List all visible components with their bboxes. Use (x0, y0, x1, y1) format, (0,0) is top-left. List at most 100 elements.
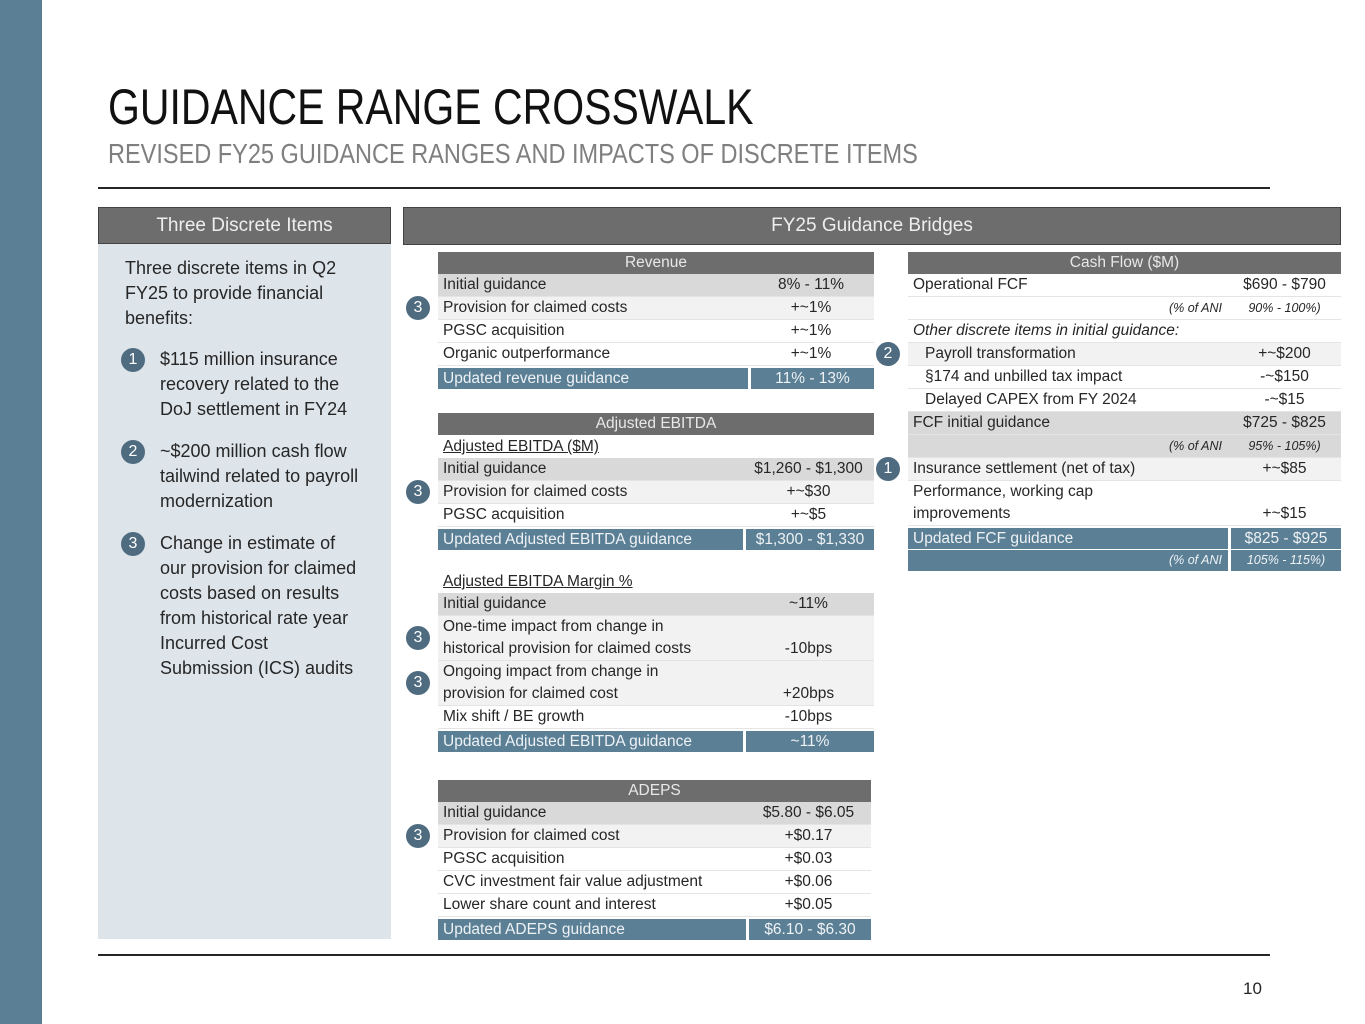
row-value: $5.80 - $6.05 (762, 804, 855, 821)
spacer (438, 550, 874, 570)
note-value: 105% - 115%) (1228, 550, 1341, 571)
row-label: §174 and unbilled tax impact (925, 368, 1123, 385)
intro: Three discrete items in Q2 FY25 to provi… (125, 258, 337, 328)
row: PGSC acquisition +~1% (438, 320, 874, 343)
table-title: Cash Flow ($M) (908, 252, 1341, 274)
note-label: (% of ANI (1168, 553, 1222, 567)
row-value: +~$5 (790, 506, 827, 523)
row-label: Initial guidance (443, 276, 547, 293)
row: Provision for claimed costs +~1% 3 (406, 296, 874, 320)
row: Other discrete items in initial guidance… (908, 320, 1341, 343)
table: Revenue Initial guidance 8% - 11% Provision… (406, 252, 874, 389)
rule (98, 187, 1270, 189)
row-label: FCF initial guidance (913, 414, 1050, 431)
row-value: +$0.05 (784, 896, 833, 913)
total-label: Updated FCF guidance (913, 530, 1074, 547)
row: PGSC acquisition +~$5 (438, 504, 874, 527)
row-label: Payroll transformation (925, 345, 1076, 362)
total-value: $6.10 - $6.30 (746, 919, 871, 940)
row-value: +~1% (790, 345, 832, 362)
row-value: +$0.06 (784, 873, 833, 890)
row-value: ~11% (789, 595, 828, 612)
label-line: Ongoing impact from change in (443, 663, 659, 680)
row-value: $1,260 - $1,300 (754, 460, 863, 477)
table: Cash Flow ($M) Operational FCF $690 - $790… (876, 252, 1341, 571)
row-label: (% of ANI (1168, 301, 1222, 315)
row-value: +20bps (782, 685, 835, 702)
label-line: improvements (913, 505, 1011, 522)
row-label: Mix shift / BE growth (443, 708, 585, 725)
subtitle: REVISED FY25 GUIDANCE RANGES AND IMPACTS… (108, 138, 918, 169)
table: ADEPS Initial guidance $5.80 - $6.05 Provis… (406, 780, 871, 940)
table: Adjusted EBITDA Adjusted EBITDA ($M) Initi… (406, 413, 874, 752)
row: CVC investment fair value adjustment +$0.… (438, 871, 871, 894)
badge: 3 (406, 824, 430, 848)
row-label: Delayed CAPEX from FY 2024 (925, 391, 1137, 408)
row-value: +~$200 (1258, 345, 1311, 362)
row: Performance, working cap improvements +~$1… (908, 481, 1341, 526)
total-label: Updated Adjusted EBITDA guidance (443, 733, 693, 750)
row: Initial guidance $5.80 - $6.05 (438, 802, 871, 825)
label-line: provision for claimed cost (443, 685, 618, 702)
badge: 2 (121, 440, 145, 464)
row: Insurance settlement (net of tax) +~$85 1 (876, 457, 1341, 481)
row: PGSC acquisition +$0.03 (438, 848, 871, 871)
label-line: historical provision for claimed costs (443, 640, 692, 657)
row-label: Provision for claimed costs (443, 299, 628, 316)
table-title: Revenue (438, 252, 874, 274)
table-title: ADEPS (438, 780, 871, 802)
row: Mix shift / BE growth -10bps (438, 706, 874, 729)
badge: 3 (406, 296, 430, 320)
rule (98, 954, 1270, 956)
row-value: +~$30 (786, 483, 831, 500)
badge: 1 (121, 348, 145, 372)
row-label: Ongoing impact from change in provision f… (438, 661, 743, 705)
row-label: Insurance settlement (net of tax) (913, 460, 1136, 477)
badge: 3 (121, 532, 145, 556)
row-value: +~$15 (1262, 505, 1307, 522)
row: Ongoing impact from change in provision f… (406, 661, 874, 706)
row: (% of ANI 95% - 105%) (908, 435, 1341, 458)
row-value: +$0.03 (784, 850, 833, 867)
row-label: PGSC acquisition (443, 322, 565, 339)
row: Provision for claimed cost +$0.17 3 (406, 824, 871, 848)
row-value: -~$15 (1264, 391, 1305, 408)
total-note: (% of ANI 105% - 115%) (908, 550, 1341, 571)
total-label: Updated ADEPS guidance (443, 921, 625, 938)
row-label: PGSC acquisition (443, 850, 565, 867)
table-title: Adjusted EBITDA (438, 413, 874, 435)
row-label: Initial guidance (443, 804, 547, 821)
row-label: Provision for claimed cost (443, 827, 620, 844)
row-value: 95% - 105%) (1248, 439, 1321, 453)
row-value: +~$85 (1262, 460, 1307, 477)
left-panel: Three discrete items in Q2 FY25 to provi… (98, 244, 391, 939)
total-row: Updated revenue guidance 11% - 13% (438, 368, 874, 389)
row-label: Organic outperformance (443, 345, 611, 362)
title: GUIDANCE RANGE CROSSWALK (108, 79, 754, 135)
row-label: Provision for claimed costs (443, 483, 628, 500)
row: Initial guidance $1,260 - $1,300 (438, 458, 874, 481)
label-line: One-time impact from change in (443, 618, 664, 635)
badge: 1 (876, 457, 900, 481)
row: Lower share count and interest +$0.05 (438, 894, 871, 917)
row: Initial guidance ~11% (438, 593, 874, 616)
item-text: $115 million insurance recovery related … (160, 349, 348, 419)
row-value: -~$150 (1260, 368, 1309, 385)
row: FCF initial guidance $725 - $825 (908, 412, 1341, 435)
row-value: -10bps (784, 708, 833, 725)
total-label: Updated revenue guidance (443, 370, 630, 387)
row-value: $690 - $790 (1243, 276, 1326, 293)
total-value: 11% - 13% (748, 368, 874, 389)
row-value: 90% - 100%) (1248, 301, 1321, 315)
row: Operational FCF $690 - $790 (908, 274, 1341, 297)
row-label: Initial guidance (443, 595, 547, 612)
section-heading: Adjusted EBITDA ($M) (443, 438, 599, 455)
badge: 3 (406, 671, 430, 695)
row: Initial guidance 8% - 11% (438, 274, 874, 297)
row-value: +~1% (790, 299, 832, 316)
row-label: One-time impact from change in historical… (438, 616, 743, 660)
row: (% of ANI 90% - 100%) (908, 297, 1341, 320)
total-label: Updated Adjusted EBITDA guidance (443, 531, 693, 548)
total-row: Updated ADEPS guidance $6.10 - $6.30 (438, 919, 871, 940)
